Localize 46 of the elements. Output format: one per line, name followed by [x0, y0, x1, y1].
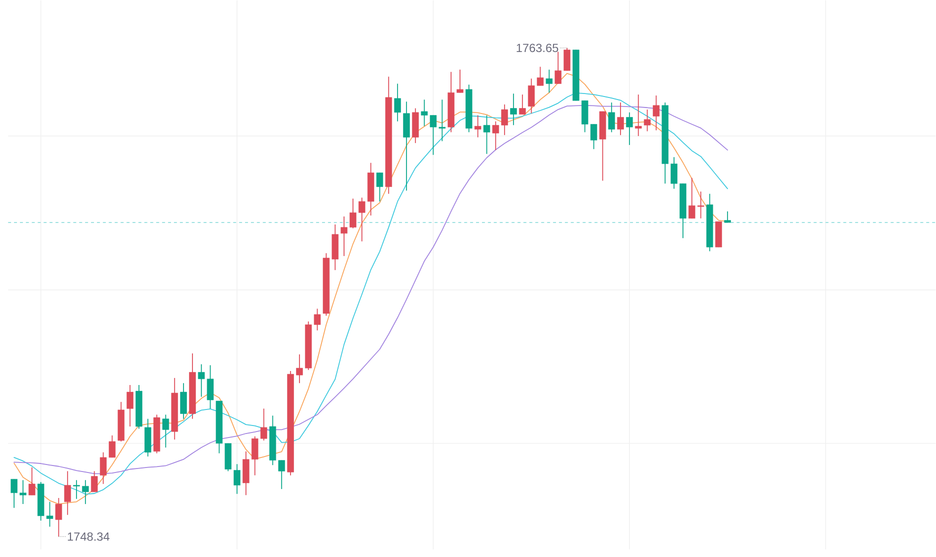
candlestick — [162, 414, 170, 448]
candlestick — [519, 94, 526, 115]
candlestick — [652, 94, 660, 131]
candlestick — [403, 100, 410, 191]
candlestick — [483, 114, 490, 154]
candlestick — [358, 196, 366, 242]
candlestick — [350, 198, 356, 228]
candlestick — [670, 156, 678, 189]
candlestick — [697, 190, 704, 219]
candlestick — [644, 108, 651, 132]
candlestick — [73, 479, 80, 500]
candlestick — [55, 497, 62, 537]
candlestick — [501, 104, 508, 136]
candlestick — [688, 177, 696, 219]
candlestick — [394, 83, 401, 122]
candlestick — [474, 114, 482, 138]
candlestick — [234, 463, 240, 494]
candlestick — [10, 478, 18, 508]
candlestick — [617, 102, 624, 136]
annotation: 1763.65 — [516, 44, 558, 52]
candlestick — [64, 470, 71, 516]
candlestick — [252, 436, 258, 476]
candlestick — [314, 308, 321, 331]
annotation: 1748.34 — [68, 532, 110, 541]
candlestick — [492, 120, 500, 150]
candlestick — [278, 460, 285, 490]
candlestick — [554, 51, 562, 84]
candlestick — [546, 68, 553, 93]
candlestick — [608, 102, 615, 132]
candlestick — [20, 479, 26, 504]
candlestick — [340, 216, 348, 256]
candlestick — [180, 382, 187, 420]
candlestick — [724, 210, 731, 223]
candlestick — [564, 47, 570, 71]
candlestick — [82, 479, 89, 504]
candlestick — [376, 172, 384, 202]
candlestick — [634, 94, 642, 136]
candlestick — [456, 68, 464, 93]
candlestick — [510, 92, 517, 126]
candlestick — [296, 354, 303, 384]
candlestick — [28, 466, 36, 496]
candlestick — [90, 470, 98, 492]
candlestick — [260, 408, 268, 441]
candlestick — [242, 450, 250, 496]
candlestick — [626, 112, 633, 146]
candlestick — [126, 384, 134, 427]
